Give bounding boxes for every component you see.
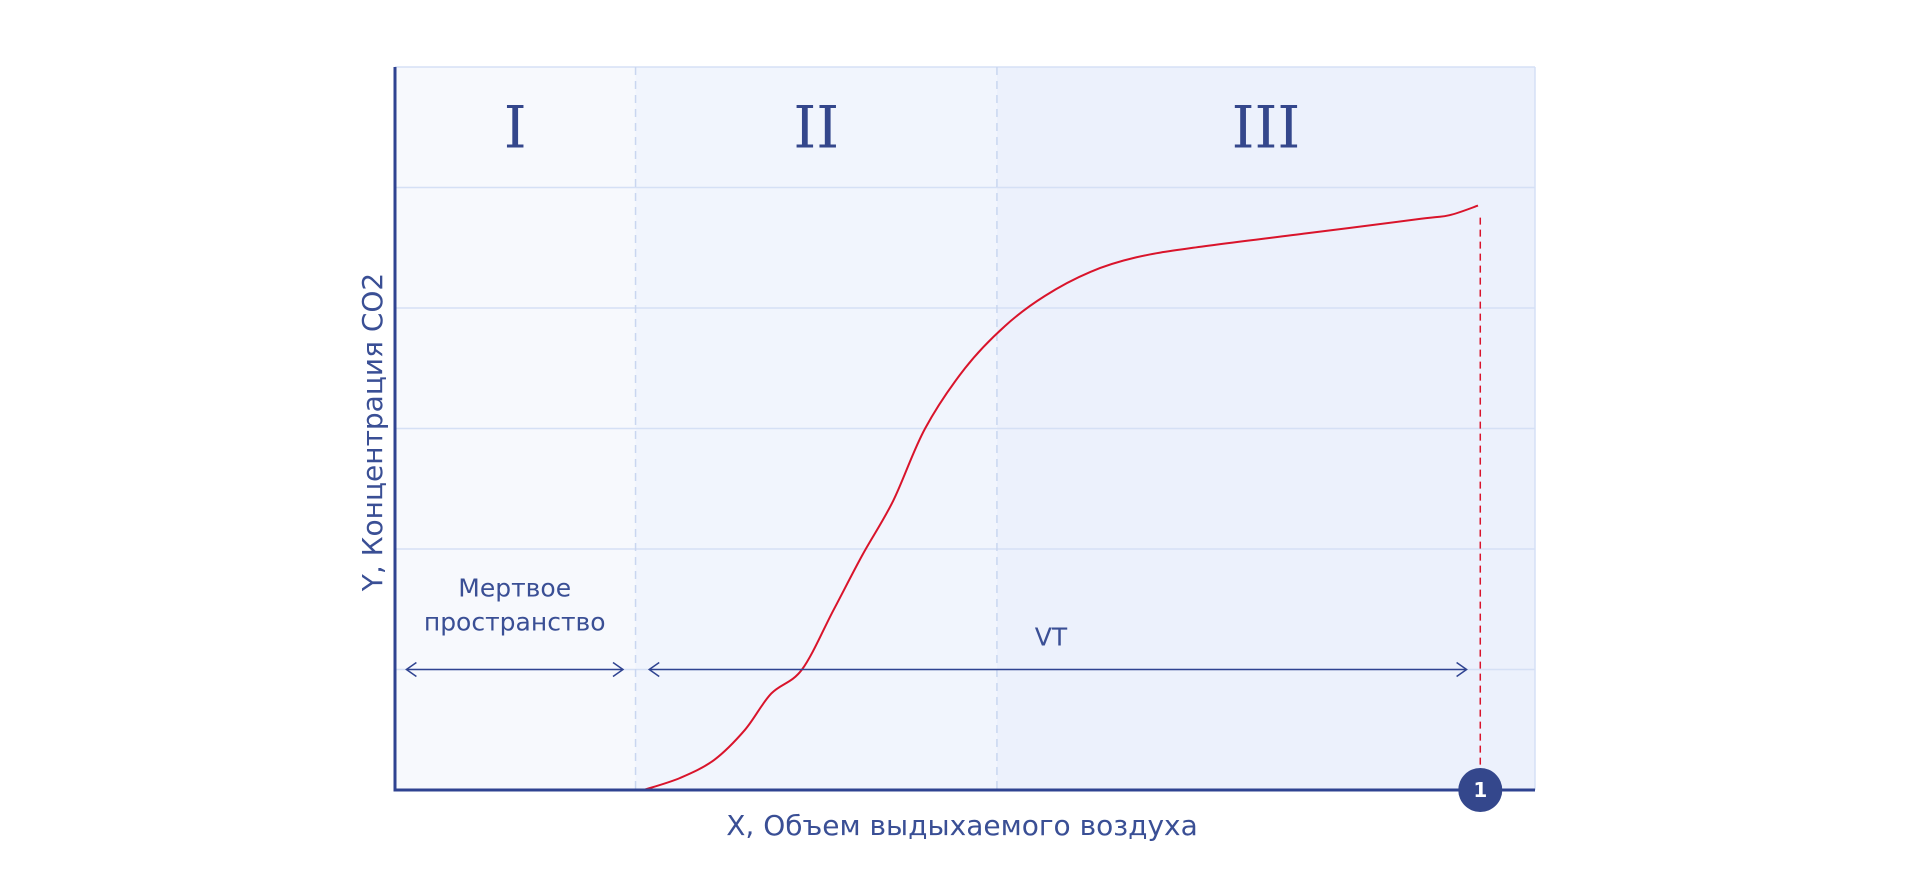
annotations: Мертвое пространство VT xyxy=(405,217,1482,790)
phase-label-1: I xyxy=(504,93,527,161)
x-axis-label: X, Объем выдыхаемого воздуха xyxy=(726,809,1198,842)
end-expiration-marker: 1 xyxy=(1458,768,1503,812)
dead-space-arrow xyxy=(405,661,625,678)
phase-labels: I II III xyxy=(504,93,1301,161)
y-axis-label: Y, Концентрация CO2 xyxy=(356,273,389,592)
phase-label-2: II xyxy=(793,93,839,161)
dead-space-label: Мертвое пространство xyxy=(424,574,606,637)
co2-curve xyxy=(643,204,1479,791)
phase-label-3: III xyxy=(1232,93,1301,161)
axes: 1 xyxy=(393,67,1535,812)
series-line-1 xyxy=(643,204,1479,791)
vt-arrow xyxy=(647,661,1468,678)
vt-label: VT xyxy=(1035,623,1068,652)
svg-text:1: 1 xyxy=(1473,778,1487,802)
